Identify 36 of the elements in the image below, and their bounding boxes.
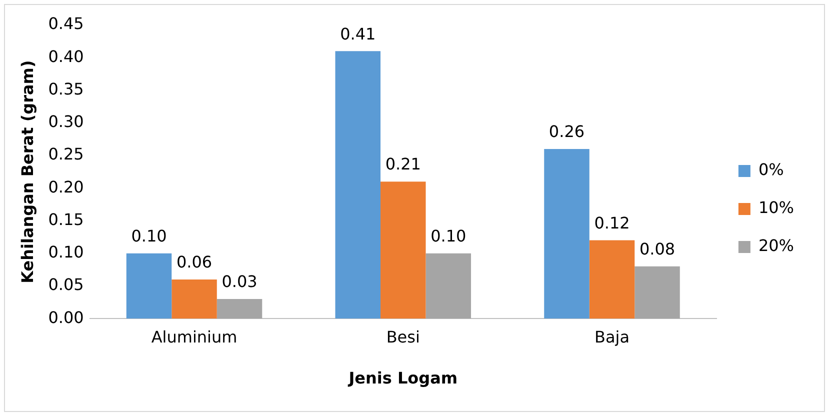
y-tick-label: 0.00 xyxy=(48,308,84,327)
data-label: 0.06 xyxy=(176,252,212,272)
y-tick-label: 0.25 xyxy=(48,144,84,164)
bar xyxy=(335,51,381,319)
bar xyxy=(634,266,680,319)
bar xyxy=(544,148,590,319)
y-tick-label: 0.45 xyxy=(48,14,84,34)
y-axis-title: Kehilangan Berat (gram) xyxy=(18,60,37,284)
x-tick-label: Baja xyxy=(594,327,630,346)
y-tick-label: 0.20 xyxy=(48,177,84,196)
bar xyxy=(216,299,262,319)
y-tick-label: 0.15 xyxy=(48,210,84,229)
data-label: 0.41 xyxy=(340,24,376,44)
y-tick-label: 0.35 xyxy=(48,79,84,98)
bar xyxy=(126,253,172,319)
bar xyxy=(426,253,472,319)
bar xyxy=(589,240,635,319)
data-label: 0.26 xyxy=(548,122,585,142)
data-label: 0.03 xyxy=(222,272,258,292)
bar xyxy=(172,279,217,319)
x-tick-label: Aluminium xyxy=(151,327,238,346)
y-tick-label: 0.30 xyxy=(48,112,84,132)
legend-label: 20% xyxy=(758,236,794,256)
data-label: 0.21 xyxy=(385,154,421,174)
data-label: 0.10 xyxy=(430,226,466,246)
y-tick-label: 0.05 xyxy=(48,275,84,294)
data-label: 0.12 xyxy=(594,213,630,232)
data-label: 0.10 xyxy=(131,226,167,246)
data-label: 0.08 xyxy=(639,240,676,259)
y-tick-label: 0.40 xyxy=(48,46,84,66)
x-axis-title: Jenis Logam xyxy=(348,368,458,388)
x-tick-label: Besi xyxy=(386,327,420,346)
legend-label: 0% xyxy=(758,160,784,180)
bar xyxy=(380,182,426,319)
y-tick-label: 0.10 xyxy=(48,242,84,262)
legend-label: 10% xyxy=(758,198,794,218)
